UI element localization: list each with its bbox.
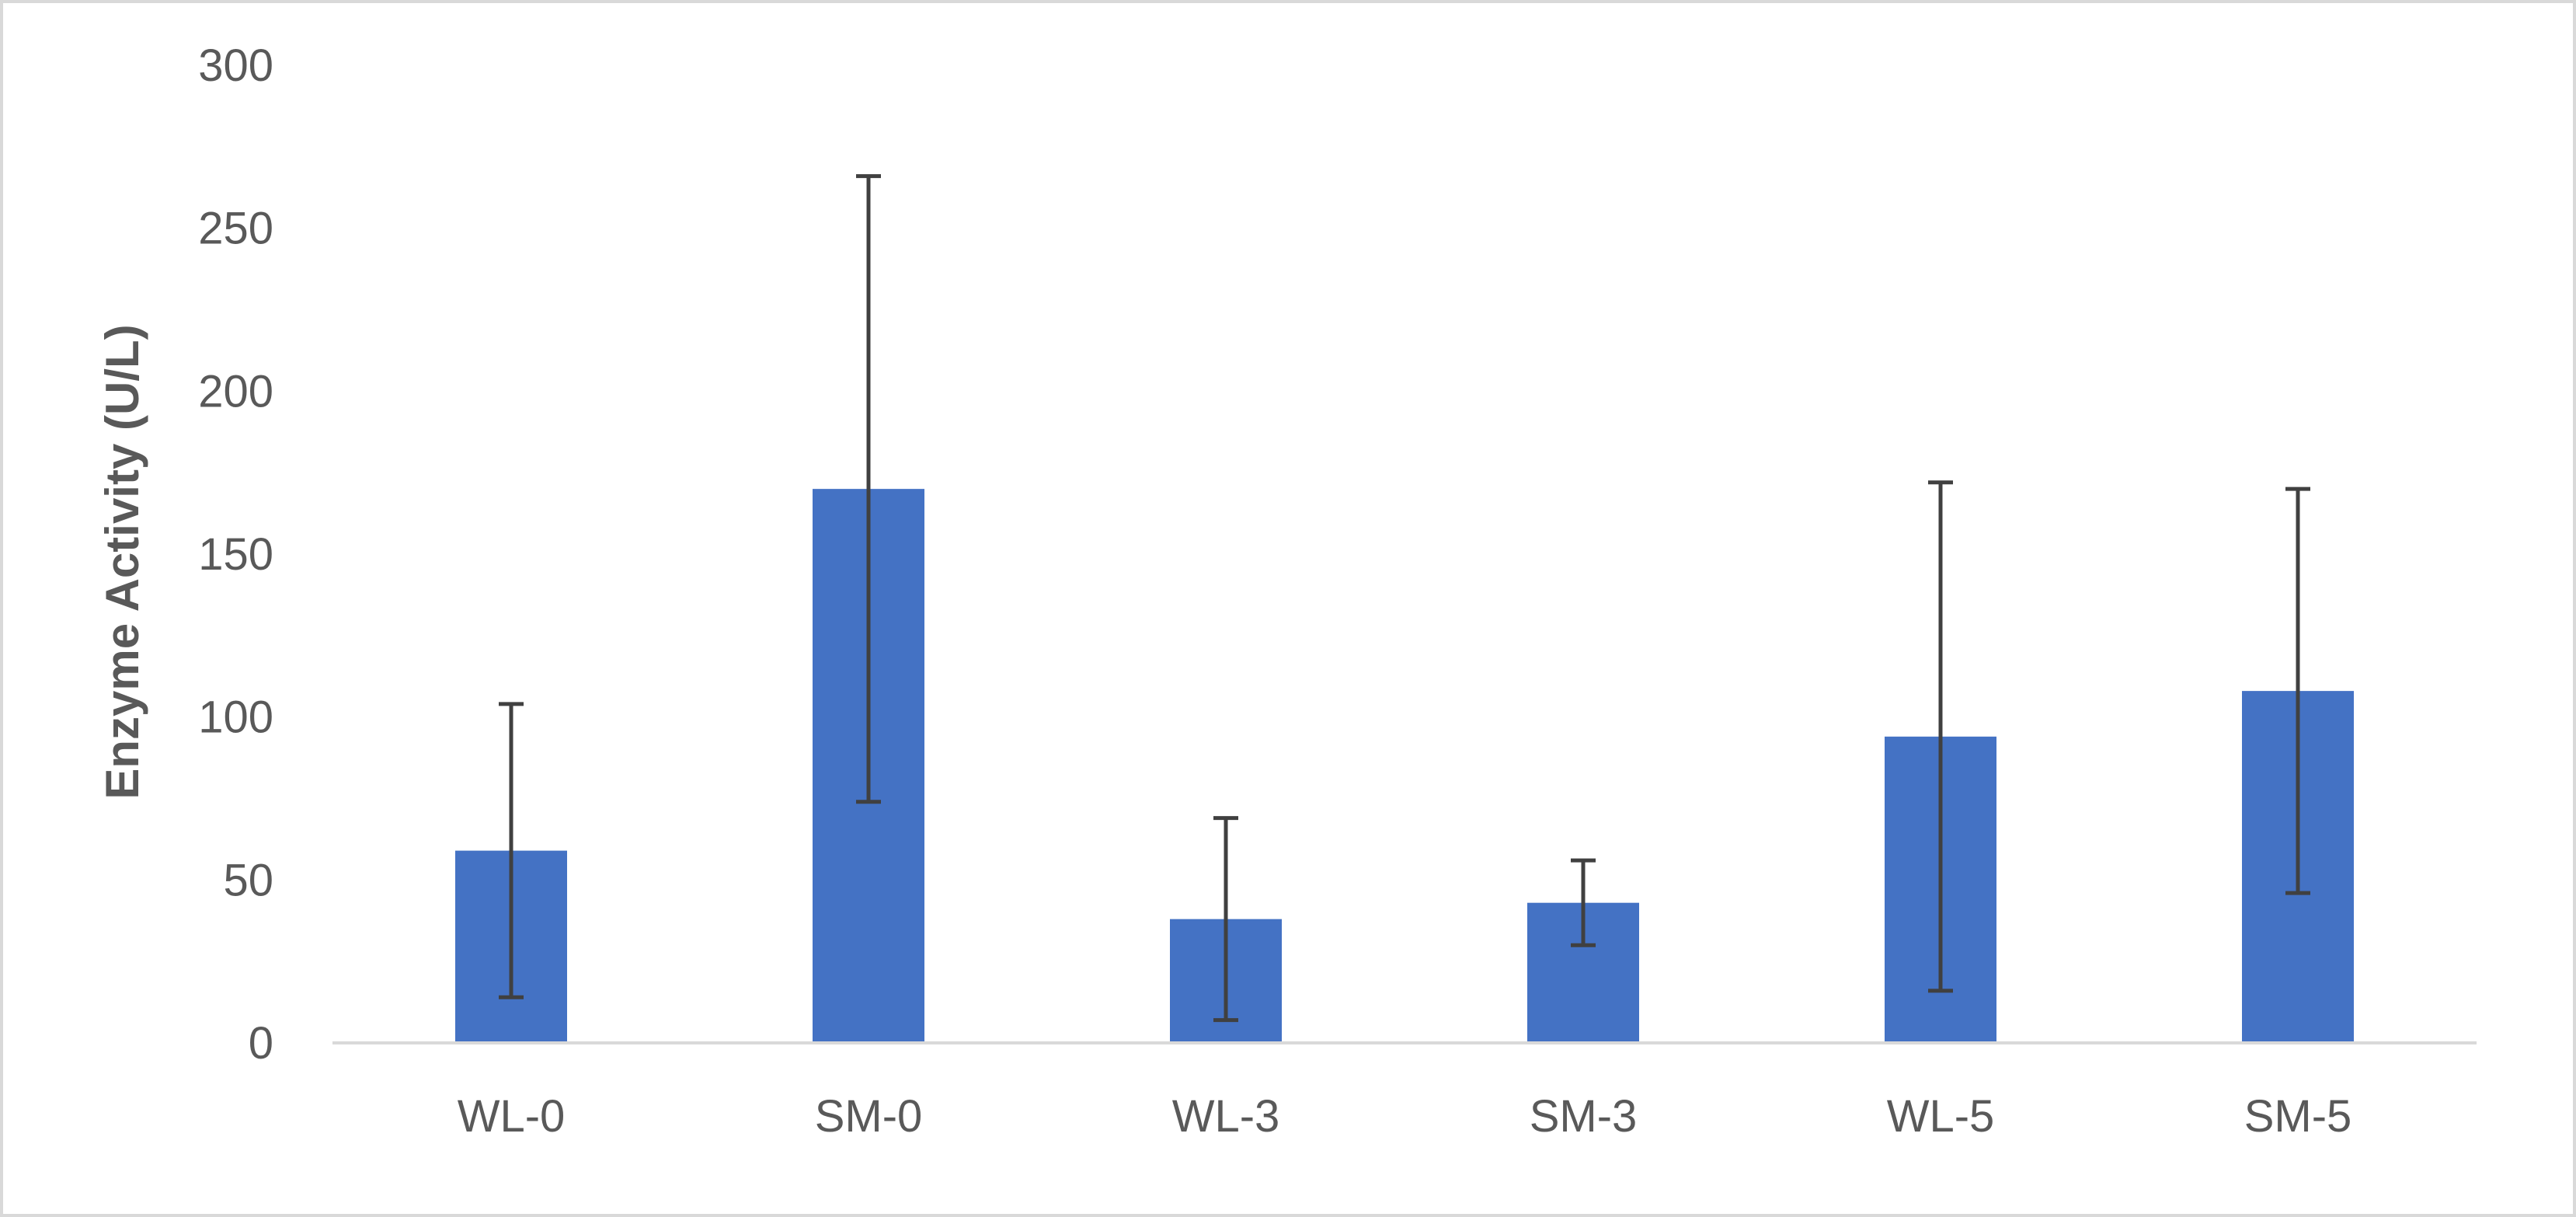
error-bar [1213,816,1238,1023]
x-tick-label: SM-5 [2244,1091,2352,1142]
y-tick-label: 50 [223,855,273,905]
error-bar [1928,480,1953,993]
y-tick-label: 250 [198,204,273,254]
y-axis-ticks: 0 50 100 150 200 250 300 [198,40,273,1069]
x-tick-label: SM-3 [1530,1091,1638,1142]
y-tick-label: 100 [198,692,273,743]
error-bar [1571,858,1596,947]
y-tick-label: 300 [198,40,273,91]
x-tick-label: WL-5 [1887,1091,1995,1142]
y-tick-label: 150 [198,529,273,580]
error-bars [499,174,2310,1023]
error-bar [856,174,881,804]
x-tick-label: WL-0 [458,1091,566,1142]
x-tick-label: SM-0 [815,1091,923,1142]
error-bar [499,702,524,999]
x-tick-label: WL-3 [1172,1091,1280,1142]
y-tick-label: 0 [249,1018,273,1069]
bars [455,489,2354,1043]
error-bar [2285,486,2310,895]
x-axis-ticks: WL-0 SM-0 WL-3 SM-3 WL-5 SM-5 [458,1091,2352,1142]
y-tick-label: 200 [198,366,273,417]
y-axis-title: Enzyme Activity (U/L) [96,324,148,799]
